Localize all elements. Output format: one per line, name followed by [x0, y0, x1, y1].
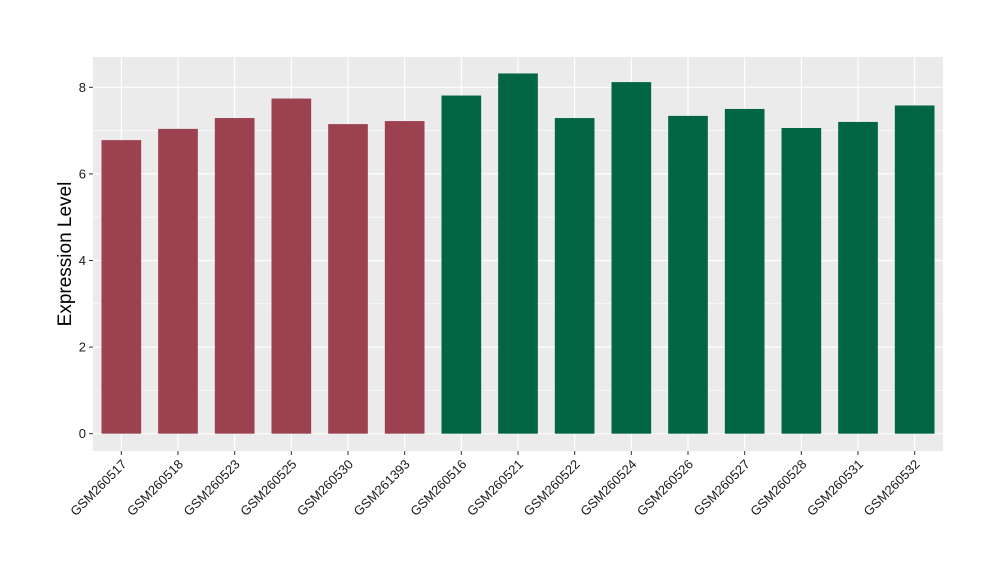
- x-tick-label: GSM260528: [747, 457, 809, 519]
- bar: [894, 105, 935, 434]
- bars: [101, 73, 935, 434]
- bar: [158, 128, 198, 434]
- x-tick-label: GSM260530: [294, 457, 356, 519]
- bar: [781, 128, 822, 434]
- bar: [101, 140, 142, 434]
- x-tick-label: GSM260521: [464, 457, 526, 519]
- x-tick-label: GSM260524: [577, 457, 639, 519]
- bar: [384, 121, 425, 434]
- x-tick-label: GSM260523: [181, 457, 243, 519]
- bar: [611, 82, 652, 434]
- y-axis-title: Expression Level: [55, 182, 76, 327]
- x-tick-label: GSM260525: [237, 457, 299, 519]
- y-tick-label: 8: [79, 80, 86, 95]
- bar: [214, 118, 255, 434]
- bar: [441, 95, 482, 434]
- x-tick-label: GSM260522: [521, 457, 583, 519]
- bar: [328, 124, 368, 434]
- x-tick-label: GSM260527: [691, 457, 753, 519]
- bar: [554, 118, 595, 434]
- x-tick-label: GSM260517: [67, 457, 129, 519]
- x-tick-label: GSM260531: [804, 457, 866, 519]
- x-tick-label: GSM260516: [407, 457, 469, 519]
- bar: [271, 98, 312, 434]
- x-tick-label: GSM260526: [634, 457, 696, 519]
- bar: [498, 73, 538, 434]
- y-tick-label: 6: [79, 166, 86, 181]
- x-axis: GSM260517GSM260518GSM260523GSM260525GSM2…: [67, 451, 923, 519]
- bar: [838, 121, 878, 434]
- y-axis: 0 2 4 6 8: [79, 80, 93, 441]
- x-tick-label: GSM260518: [124, 457, 186, 519]
- y-tick-label: 4: [79, 253, 86, 268]
- bar: [668, 115, 708, 434]
- x-tick-label: GSM260532: [861, 457, 923, 519]
- y-tick-label: 0: [79, 426, 86, 441]
- y-tick-label: 2: [79, 340, 86, 355]
- bar: [724, 108, 765, 434]
- x-tick-label: GSM261393: [351, 457, 413, 519]
